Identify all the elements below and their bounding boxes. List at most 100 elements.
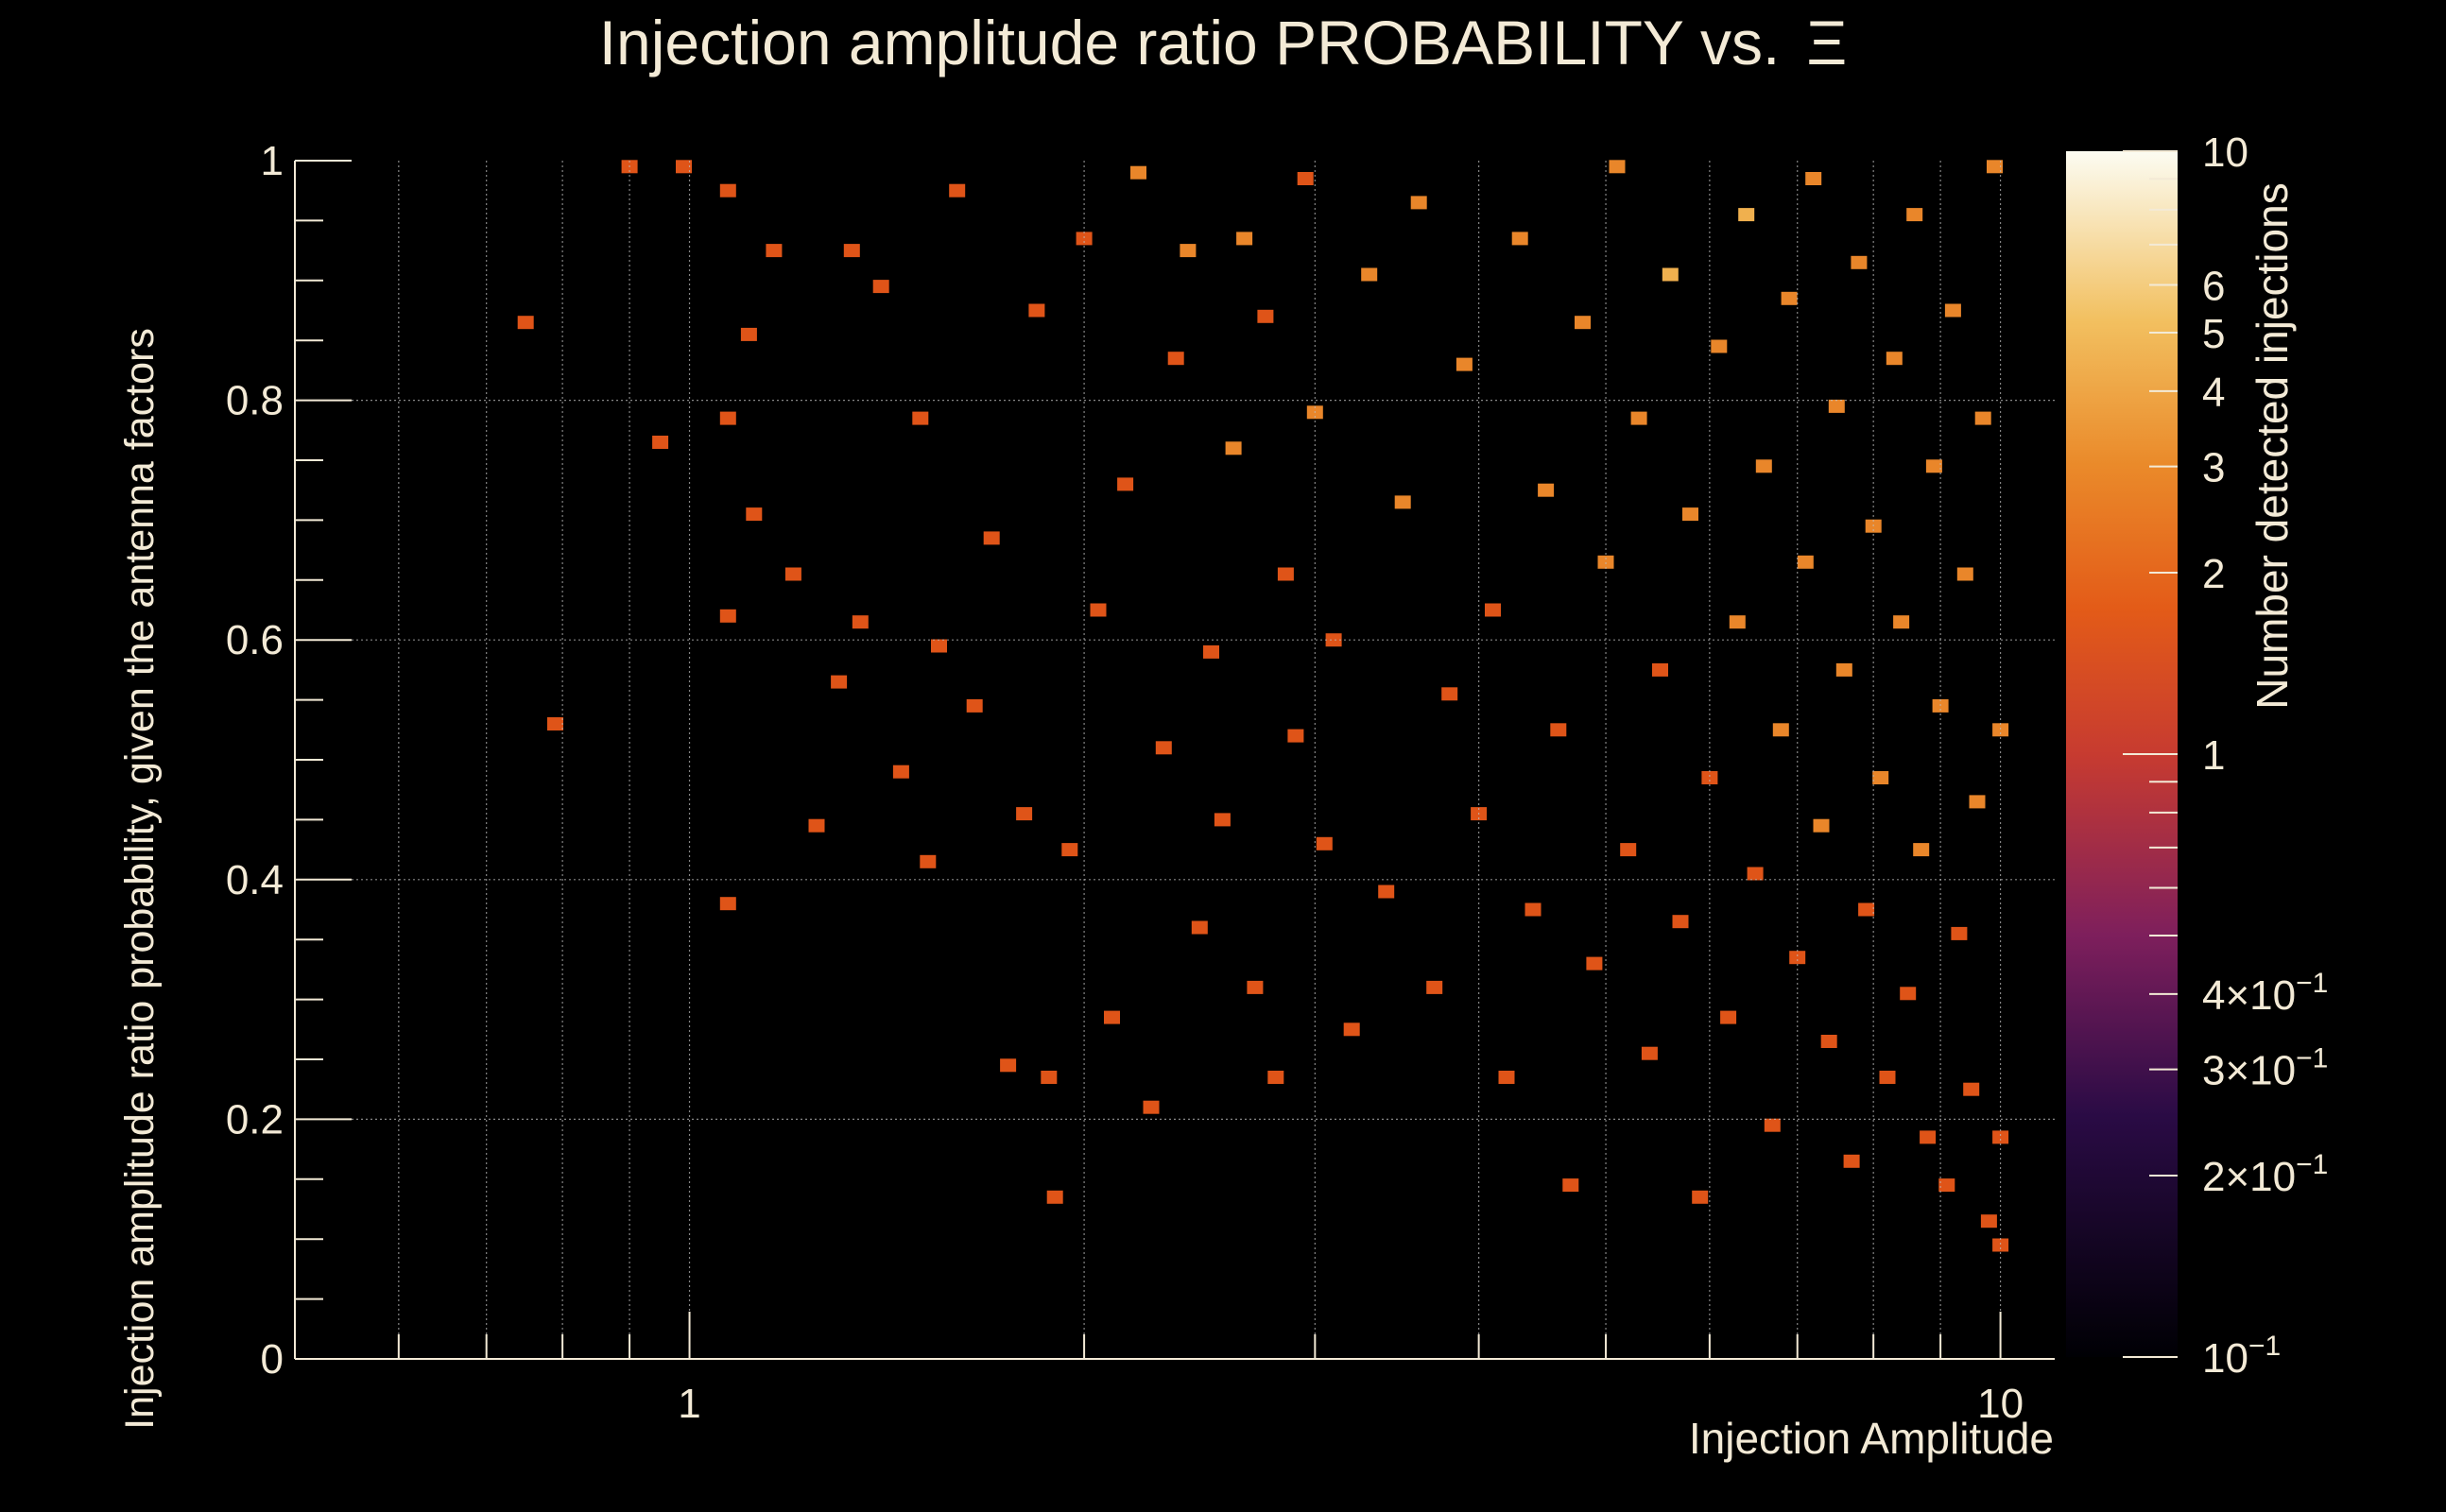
heatmap-cell: [1257, 309, 1274, 323]
y-tick-label: 0.2: [226, 1096, 284, 1143]
y-tick-label: 0: [261, 1336, 284, 1383]
heatmap-cell: [652, 436, 669, 449]
y-tick-label: 0.6: [226, 617, 284, 663]
chart-title: Injection amplitude ratio PROBABILITY vs…: [599, 8, 1848, 77]
heatmap-cell: [1951, 926, 1968, 940]
heatmap-cell: [1820, 1035, 1837, 1048]
z-tick-label: 10−1: [2202, 1331, 2281, 1382]
heatmap-cell: [1851, 255, 1868, 269]
heatmap-cell: [1076, 232, 1093, 246]
heatmap-cell: [1692, 1190, 1709, 1204]
heatmap-cell: [1041, 1071, 1058, 1084]
heatmap-cell: [1214, 813, 1231, 827]
y-tick-label: 0.4: [226, 857, 284, 903]
heatmap-cell: [1980, 1214, 1997, 1228]
heatmap-cell: [949, 183, 966, 198]
heatmap-cell: [1524, 902, 1542, 917]
heatmap-cell: [766, 244, 783, 258]
z-tick-label: 3: [2202, 445, 2225, 491]
heatmap-cell: [831, 675, 848, 689]
heatmap-cell: [1538, 483, 1555, 497]
heatmap-cell: [1662, 267, 1679, 282]
heatmap-cell: [1906, 208, 1923, 222]
heatmap-cell: [1550, 723, 1567, 737]
heatmap-cell: [740, 327, 757, 341]
x-tick-label: 1: [678, 1381, 700, 1427]
heatmap-cell: [1886, 352, 1903, 366]
heatmap-cell: [1992, 723, 2009, 737]
heatmap-cell: [1410, 196, 1427, 210]
heatmap-cell: [1900, 987, 1917, 1001]
heatmap-cell: [808, 818, 825, 833]
heatmap-cell: [1167, 352, 1184, 366]
x-axis-label: Injection Amplitude: [1689, 1414, 2054, 1463]
heatmap-cell: [1203, 644, 1219, 659]
heatmap-cell: [1562, 1178, 1579, 1193]
heatmap-cell: [1755, 459, 1772, 473]
heatmap-cell: [1729, 615, 1746, 629]
heatmap-cell: [1944, 303, 1961, 318]
heatmap-cell: [931, 639, 947, 653]
heatmap-cell: [1046, 1190, 1063, 1204]
heatmap-cell: [1641, 1046, 1658, 1060]
heatmap-cell: [1893, 615, 1910, 629]
heatmap-cell: [1963, 1082, 1980, 1096]
heatmap-cell: [1828, 399, 1845, 413]
color-scale-label: Number detected injections: [2248, 182, 2297, 709]
heatmap-cell: [1992, 1238, 2009, 1252]
heatmap-cell: [1992, 1130, 2009, 1144]
heatmap-cell: [912, 411, 929, 425]
heatmap-cell: [1316, 836, 1333, 850]
y-axis-label: Injection amplitude ratio probability, g…: [117, 328, 163, 1430]
heatmap-cell: [1974, 411, 1991, 425]
heatmap-cell: [1575, 316, 1591, 330]
heatmap-cell: [1225, 441, 1242, 455]
heatmap-cell: [1236, 232, 1253, 246]
heatmap-cell: [1143, 1100, 1160, 1114]
heatmap-cell: [1511, 232, 1528, 246]
heatmap-cells: [517, 160, 2009, 1252]
heatmap-cell: [1247, 980, 1264, 994]
heatmap-cell: [1277, 567, 1294, 581]
heatmap-cell: [983, 531, 1000, 545]
heatmap-cell: [1155, 741, 1172, 755]
heatmap-cell: [746, 507, 763, 522]
heatmap-cell: [1682, 507, 1698, 522]
heatmap-cell: [676, 160, 692, 174]
heatmap-cell: [1720, 1010, 1737, 1024]
heatmap-cell: [1738, 208, 1755, 222]
heatmap-cell: [1805, 172, 1822, 185]
z-tick-label: 5: [2202, 311, 2225, 357]
heatmap-cell: [517, 316, 534, 330]
heatmap-cell: [1061, 843, 1078, 857]
heatmap-cell: [1000, 1058, 1017, 1073]
heatmap-cell: [1361, 267, 1378, 282]
heatmap-cell: [719, 183, 736, 198]
heatmap-cell: [1781, 291, 1798, 305]
heatmap-cell: [1843, 1154, 1860, 1168]
z-tick-label: 10: [2202, 129, 2248, 176]
heatmap-cell: [892, 765, 909, 779]
heatmap-cell: [852, 615, 869, 629]
heatmap-cell: [1652, 662, 1668, 677]
heatmap-cell: [1609, 160, 1626, 174]
heatmap-cell: [1597, 555, 1614, 569]
heatmap-cell: [1394, 495, 1411, 509]
heatmap-cell: [1987, 160, 2003, 174]
heatmap-cell: [1016, 807, 1033, 821]
z-tick-label: 3×10−1: [2202, 1043, 2328, 1094]
heatmap-cell: [1701, 771, 1718, 784]
heatmap-cell: [1090, 603, 1107, 617]
z-tick-label: 6: [2202, 264, 2225, 310]
heatmap-cell: [719, 897, 736, 911]
heatmap-cell: [1130, 165, 1146, 180]
heatmap-cell: [1267, 1071, 1284, 1084]
heatmap-cell: [1879, 1071, 1896, 1084]
z-tick-label: 4: [2202, 369, 2225, 416]
heatmap-cell: [1938, 1178, 1955, 1193]
heatmap-cell: [1104, 1010, 1120, 1024]
heatmap-cell: [1426, 980, 1443, 994]
heatmap-cell: [1789, 951, 1806, 965]
plot-frame: 0 0.2 0.4 0.6 0.8 1 1 10: [226, 138, 2055, 1427]
